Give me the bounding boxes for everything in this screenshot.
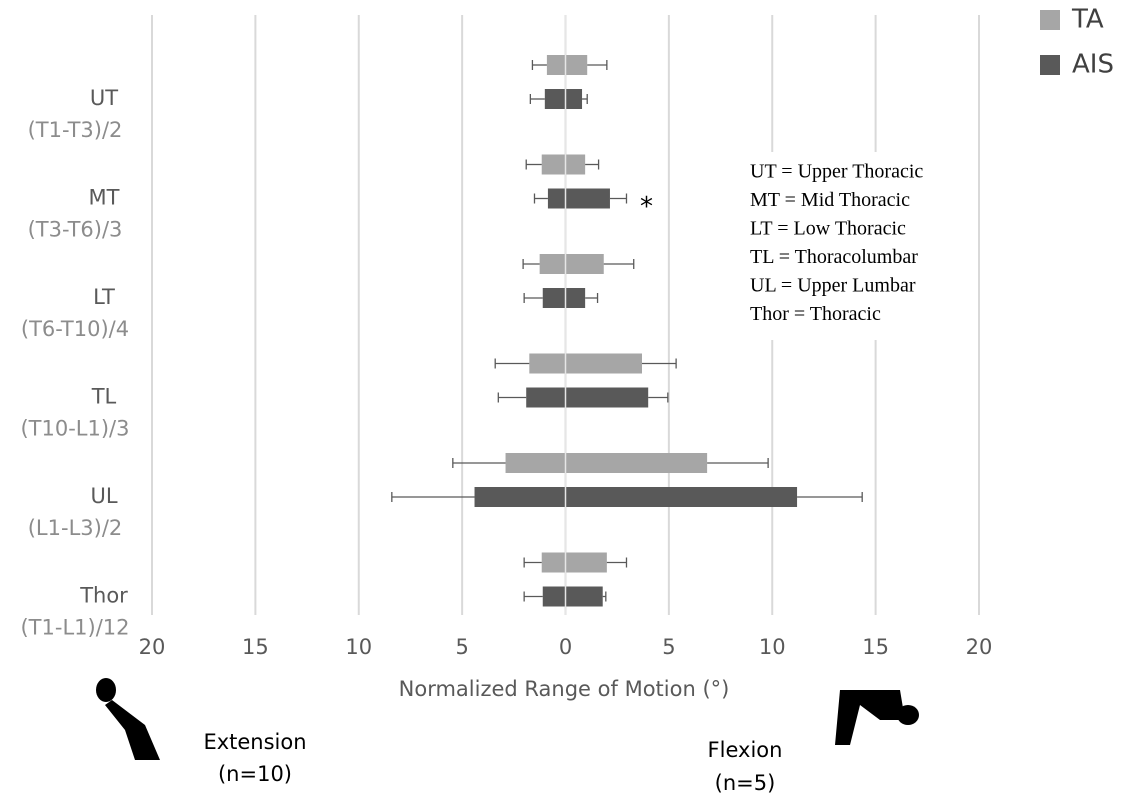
legend-label: TA [1071, 5, 1104, 35]
legend-swatch [1040, 55, 1060, 75]
legend-note: TL = Thoracolumbar [750, 246, 918, 268]
flexion-label: Flexion [708, 738, 783, 762]
legend-label: AIS [1072, 50, 1114, 80]
bar-flexion [566, 587, 603, 607]
bar-extension [506, 453, 566, 473]
x-tick-label: 10 [345, 635, 372, 659]
bar-extension [529, 354, 565, 374]
bar-flexion [566, 388, 649, 408]
bar-extension [548, 189, 566, 209]
bar-extension [542, 155, 566, 175]
x-tick-label: 10 [759, 635, 786, 659]
flexion-n: (n=5) [715, 771, 776, 795]
bar-flexion [566, 487, 798, 507]
legend-note: MT = Mid Thoracic [750, 189, 910, 211]
bar-extension [540, 254, 566, 274]
x-axis-title: Normalized Range of Motion (°) [399, 677, 730, 701]
x-tick-label: 20 [966, 635, 993, 659]
bar-flexion [566, 89, 583, 109]
extension-icon [96, 678, 160, 760]
x-tick-label: 5 [662, 635, 675, 659]
category-label: UT [90, 86, 118, 110]
category-label: LT [93, 285, 115, 309]
bar-flexion [566, 453, 708, 473]
bar-flexion [566, 288, 586, 308]
x-tick-label: 15 [862, 635, 889, 659]
category-range: (T6-T10)/4 [21, 317, 129, 341]
category-label: UL [90, 484, 117, 508]
bar-extension [526, 388, 565, 408]
category-label: Thor [79, 584, 128, 608]
category-label: MT [89, 186, 120, 210]
bar-extension [475, 487, 566, 507]
category-range: (T3-T6)/3 [28, 218, 123, 242]
category-range: (T1-L1)/12 [20, 616, 129, 640]
category-range: (T1-T3)/2 [28, 118, 123, 142]
bar-flexion [566, 155, 586, 175]
bar-extension [547, 55, 566, 75]
extension-label: Extension [203, 730, 306, 754]
legend-note: UT = Upper Thoracic [750, 161, 923, 183]
x-tick-label: 20 [139, 635, 166, 659]
category-range: (T10-L1)/3 [20, 417, 129, 441]
bar-flexion [566, 189, 610, 209]
x-tick-label: 5 [455, 635, 468, 659]
legend-note: UL = Upper Lumbar [750, 275, 916, 297]
legend-note: LT = Low Thoracic [750, 218, 906, 240]
bar-flexion [566, 254, 604, 274]
legend-swatch [1040, 10, 1060, 30]
x-tick-label: 15 [242, 635, 269, 659]
bar-extension [543, 587, 566, 607]
extension-n: (n=10) [218, 762, 292, 786]
bar-flexion [566, 55, 588, 75]
bar-extension [543, 288, 566, 308]
chart: Normalized Range of Motion (°) Extension… [0, 0, 1125, 801]
legend-note: Thor = Thoracic [750, 303, 881, 325]
flexion-icon [835, 690, 919, 745]
bar-extension [542, 553, 566, 573]
category-label: TL [91, 385, 117, 409]
annotation: * [640, 192, 653, 222]
x-tick-label: 0 [559, 635, 572, 659]
bar-extension [545, 89, 566, 109]
bar-flexion [566, 553, 607, 573]
category-range: (L1-L3)/2 [28, 516, 123, 540]
bar-flexion [566, 354, 642, 374]
